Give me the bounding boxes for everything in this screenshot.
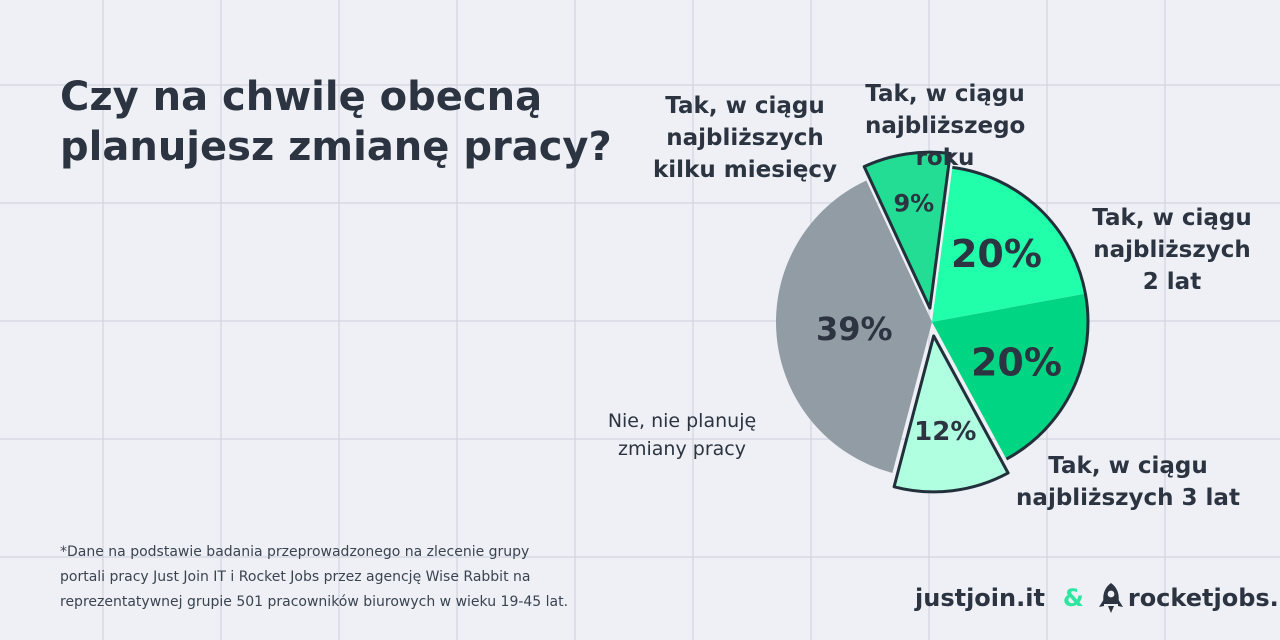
pie-value-label-3: 12% <box>914 417 976 447</box>
chart-title: Czy na chwilę obecną planujesz zmianę pr… <box>60 74 612 170</box>
pie-value-label-5: 9% <box>893 189 934 217</box>
label-slice-5: Tak, w ciągu najbliższych kilku miesięcy <box>653 93 837 183</box>
label-slice-4: Nie, nie planuję zmiany pracy <box>607 410 757 460</box>
pie-slice-3 <box>894 335 1009 492</box>
pie-value-label-4: 39% <box>816 310 893 348</box>
label-slice-3: Tak, w ciągu najbliższych 3 lat <box>1016 453 1240 511</box>
pie-slice-2 <box>932 293 1089 460</box>
justjoin-logo: justjoin.it <box>915 584 1045 612</box>
rocketjobs-logo: rocketjobs.pl <box>1127 584 1280 612</box>
pie-slice-4 <box>775 180 932 473</box>
pie-outline-slice-5 <box>862 150 952 310</box>
logo-ampersand: & <box>1062 584 1084 612</box>
pie-slice-5 <box>864 152 951 309</box>
pie-outline-main <box>952 165 1090 461</box>
label-slice-1: Tak, w ciągu najbliższego roku <box>865 81 1026 171</box>
rocket-icon <box>1098 583 1123 613</box>
brand-logos: justjoin.it & rocketjobs.pl <box>915 578 1280 618</box>
label-slice-2: Tak, w ciągu najbliższych 2 lat <box>1092 205 1252 295</box>
pie-slice-1 <box>932 167 1086 322</box>
pie-outline-slice-3 <box>892 334 1010 494</box>
pie-value-label-2: 20% <box>971 340 1062 384</box>
footnote: *Dane na podstawie badania przeprowadzon… <box>60 544 569 610</box>
pie-value-label-1: 20% <box>951 232 1042 276</box>
pie-slices: 20% 20% 12% 39% 9% <box>775 150 1090 494</box>
